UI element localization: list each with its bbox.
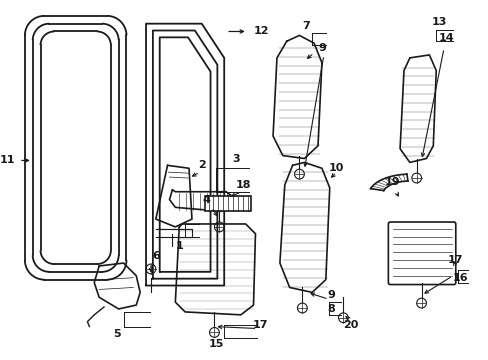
- Text: 13: 13: [430, 17, 446, 27]
- Text: 20: 20: [343, 320, 358, 330]
- Text: 11: 11: [0, 156, 15, 166]
- Text: 7: 7: [302, 21, 309, 31]
- Text: 5: 5: [113, 329, 120, 339]
- Text: 17: 17: [447, 255, 463, 265]
- Text: 15: 15: [208, 339, 224, 349]
- Text: 9: 9: [327, 290, 335, 300]
- Text: 14: 14: [437, 33, 453, 43]
- Text: 17: 17: [252, 320, 267, 330]
- FancyBboxPatch shape: [387, 222, 455, 284]
- Text: 4: 4: [202, 194, 210, 204]
- Text: 18: 18: [236, 180, 251, 190]
- Text: 1: 1: [175, 242, 183, 251]
- Text: 12: 12: [253, 27, 268, 36]
- Text: 10: 10: [328, 163, 344, 173]
- Text: 16: 16: [452, 273, 468, 283]
- Text: 6: 6: [152, 251, 160, 261]
- Text: 3: 3: [232, 153, 239, 163]
- Text: 19: 19: [384, 177, 399, 187]
- Text: 9: 9: [317, 43, 325, 53]
- Text: 8: 8: [327, 304, 335, 314]
- Text: 2: 2: [198, 160, 205, 170]
- Polygon shape: [370, 174, 407, 190]
- Bar: [204, 195, 250, 211]
